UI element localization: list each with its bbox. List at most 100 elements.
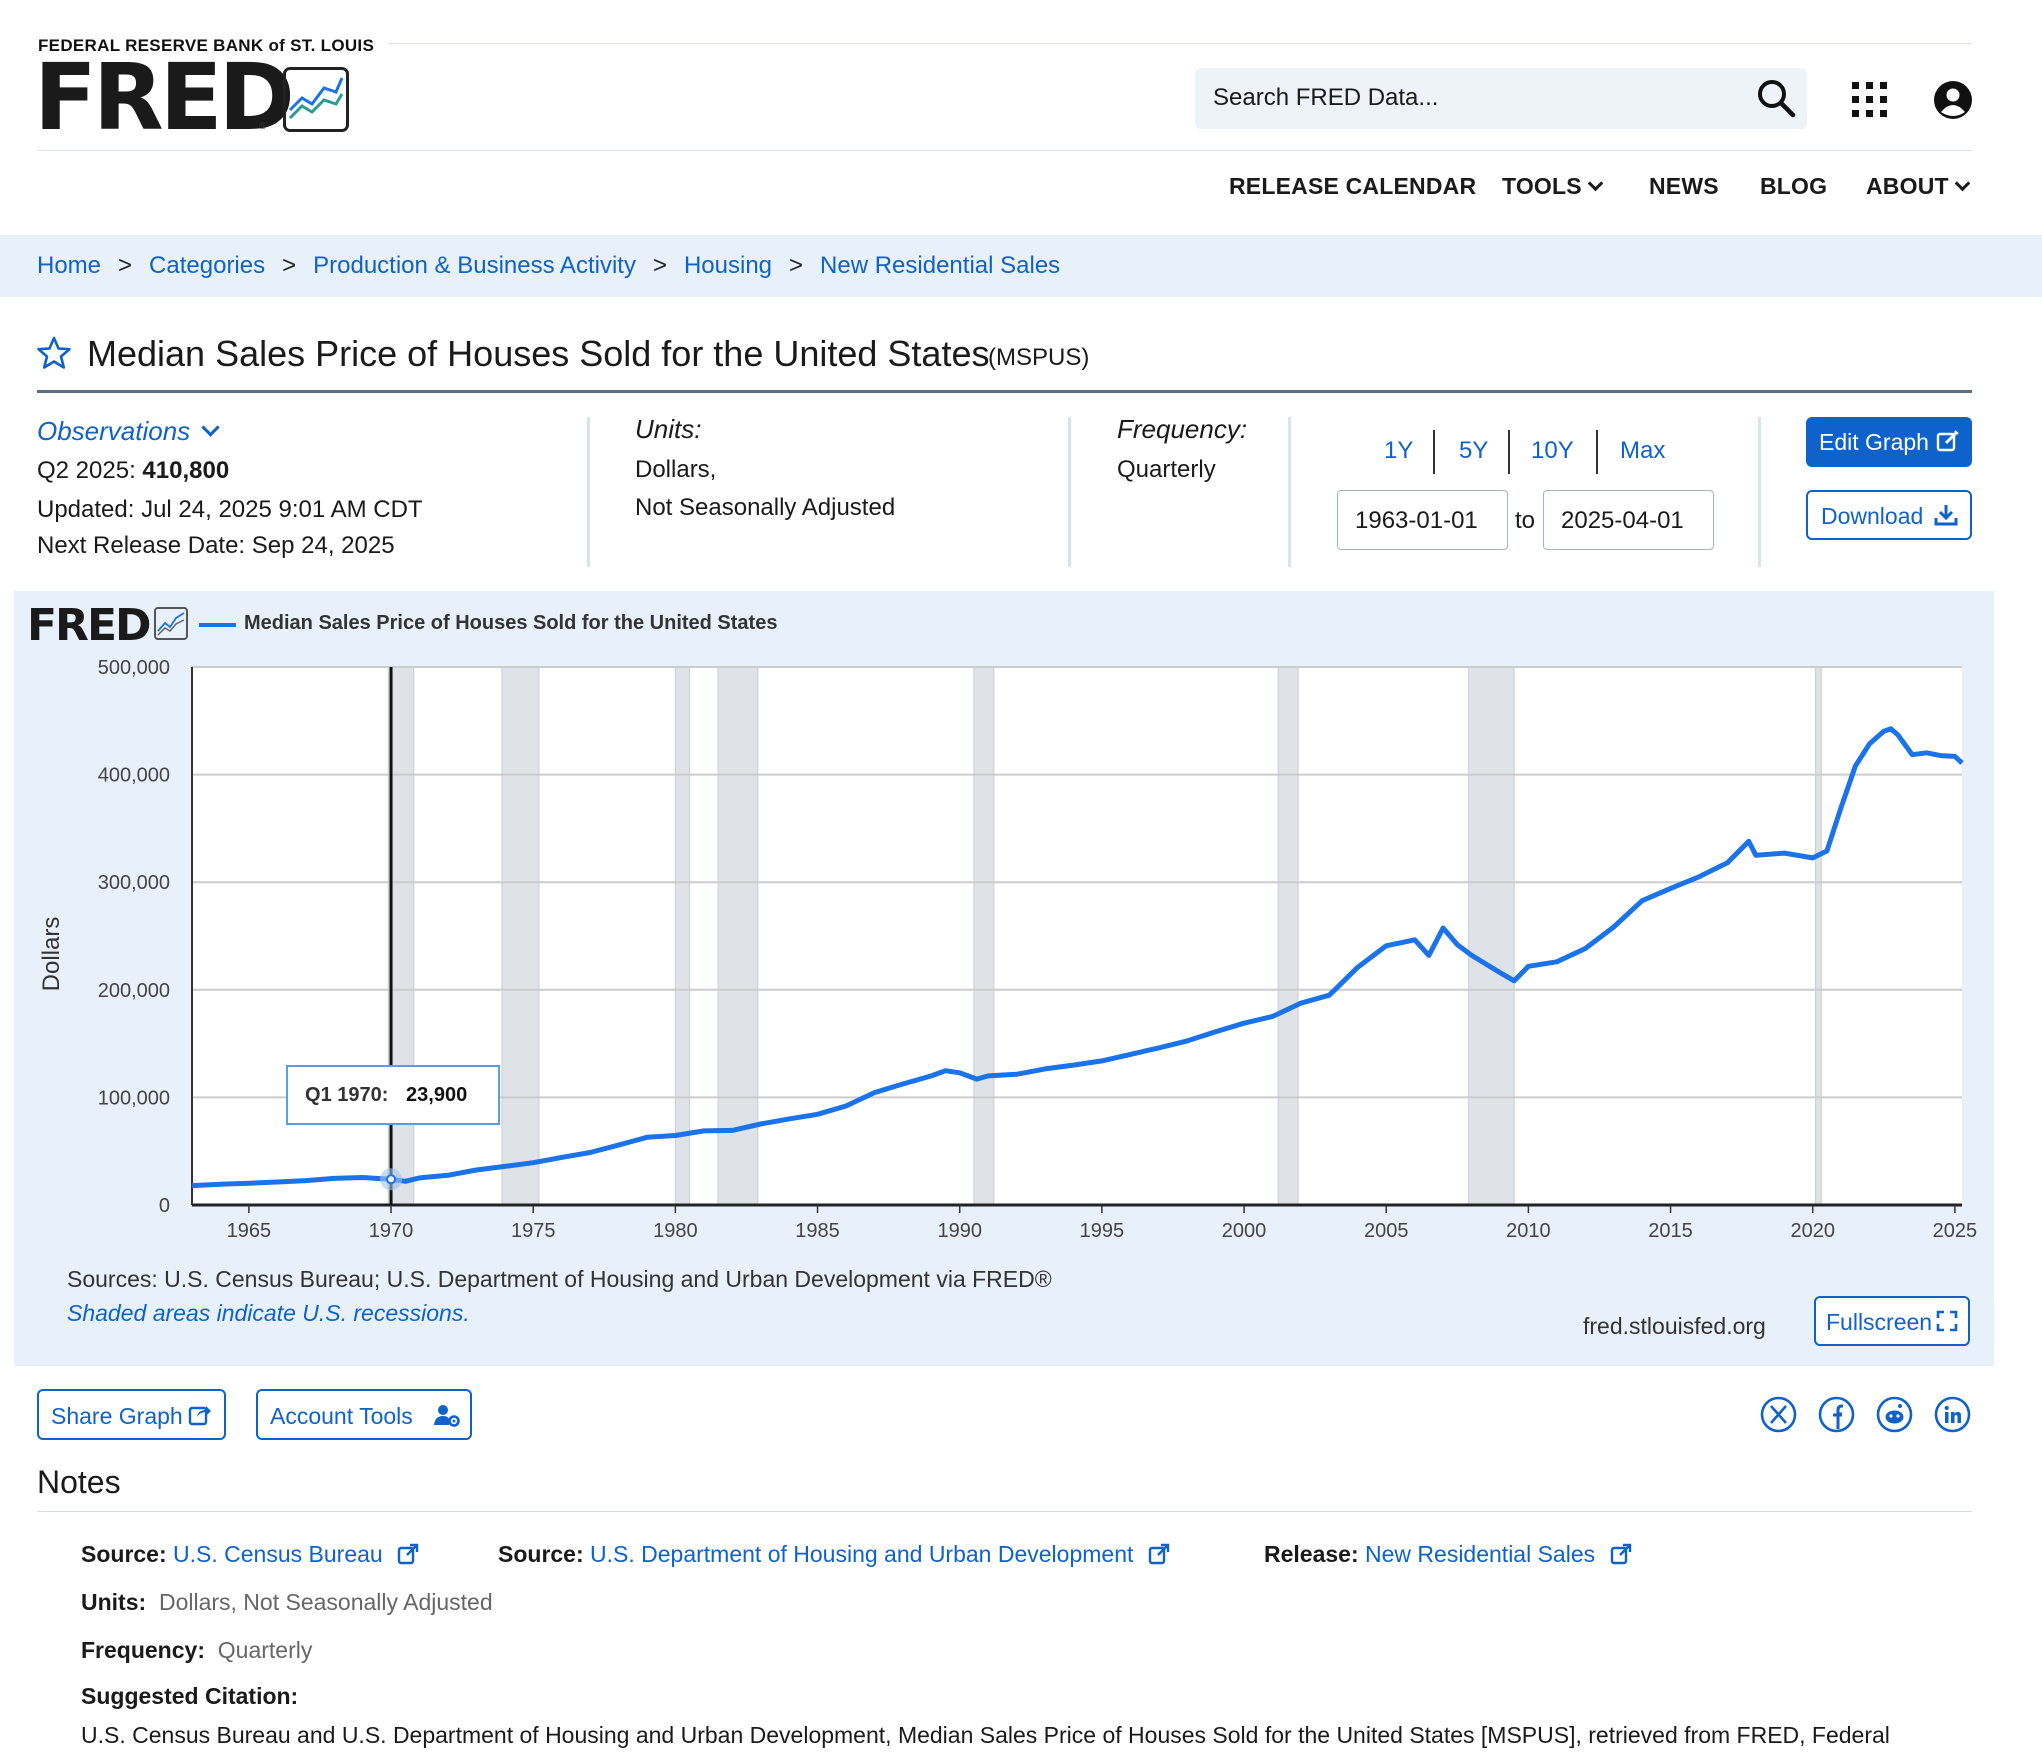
fullscreen-label: Fullscreen xyxy=(1826,1309,1933,1335)
linkedin-icon[interactable] xyxy=(1934,1396,1971,1433)
nav-about[interactable]: ABOUT xyxy=(1866,173,1971,200)
range-1y-button[interactable]: 1Y xyxy=(1384,437,1414,464)
y-tick-label: 300,000 xyxy=(98,872,170,894)
data-point xyxy=(976,1078,978,1080)
data-point xyxy=(447,1174,449,1176)
data-point xyxy=(1613,926,1615,928)
notes-divider xyxy=(37,1511,1972,1512)
fred-logo-chart-icon[interactable] xyxy=(283,67,349,132)
frequency-value: Quarterly xyxy=(1117,456,1216,483)
x-tick-label: 1980 xyxy=(653,1220,698,1242)
x-tick-label: 2015 xyxy=(1648,1220,1693,1242)
y-tick-label: 0 xyxy=(159,1195,170,1217)
facebook-icon[interactable] xyxy=(1818,1396,1855,1433)
data-point xyxy=(1072,1064,1074,1066)
data-point xyxy=(1442,927,1444,929)
note-source-hud: Source: U.S. Department of Housing and U… xyxy=(498,1541,1170,1568)
range-separator xyxy=(1508,430,1510,474)
user-account-icon[interactable] xyxy=(1933,80,1973,120)
tooltip-box xyxy=(286,1065,501,1125)
recession-note-link[interactable]: Shaded areas indicate U.S. recessions. xyxy=(67,1300,470,1326)
data-point xyxy=(1869,743,1871,745)
breadcrumb-production[interactable]: Production & Business Activity xyxy=(313,252,636,279)
legend-label: Median Sales Price of Houses Sold for th… xyxy=(244,612,778,634)
range-max-button[interactable]: Max xyxy=(1620,437,1666,464)
hud-source-link[interactable]: U.S. Department of Housing and Urban Dev… xyxy=(590,1541,1134,1567)
data-point xyxy=(1698,876,1700,878)
note-label: Frequency: xyxy=(81,1637,205,1663)
release-link[interactable]: New Residential Sales xyxy=(1365,1541,1596,1567)
fullscreen-button[interactable]: Fullscreen xyxy=(1814,1296,1970,1346)
apps-grid-icon[interactable] xyxy=(1850,80,1890,120)
data-point xyxy=(191,1185,193,1187)
share-graph-button[interactable]: Share Graph xyxy=(37,1389,226,1440)
data-point xyxy=(305,1180,307,1182)
data-point xyxy=(1755,854,1757,856)
reddit-icon[interactable] xyxy=(1876,1396,1913,1433)
data-point xyxy=(1812,857,1814,859)
breadcrumb-categories[interactable]: Categories xyxy=(149,252,266,279)
nav-divider xyxy=(37,150,1972,151)
data-point xyxy=(475,1169,477,1171)
recession-band xyxy=(1815,666,1822,1206)
observations-dropdown[interactable]: Observations xyxy=(37,416,220,447)
breadcrumb-bar xyxy=(0,235,2042,297)
end-date-input[interactable]: 2025-04-01 xyxy=(1543,490,1714,550)
breadcrumb-housing[interactable]: Housing xyxy=(683,252,773,279)
nav-tools[interactable]: TOOLS xyxy=(1502,173,1604,200)
range-10y-button[interactable]: 10Y xyxy=(1531,437,1574,464)
breadcrumb-home[interactable]: Home xyxy=(37,252,102,279)
y-tick-label: 500,000 xyxy=(98,657,170,679)
data-point xyxy=(902,1083,904,1085)
start-date-input[interactable]: 1963-01-01 xyxy=(1337,490,1508,550)
search-input[interactable]: Search FRED Data... xyxy=(1213,84,1439,111)
data-point xyxy=(1826,850,1828,852)
edit-graph-button[interactable]: Edit Graph xyxy=(1806,417,1972,467)
search-box[interactable] xyxy=(1195,68,1807,129)
note-units-value: Dollars, Not Seasonally Adjusted xyxy=(158,1589,493,1615)
x-tick-label: 1970 xyxy=(369,1220,414,1242)
fred-logo[interactable]: FRED xyxy=(34,44,295,151)
search-icon[interactable] xyxy=(1756,78,1796,118)
next-release-link[interactable]: Next Release Date: Sep 24, 2025 xyxy=(37,532,395,559)
data-point xyxy=(1556,961,1558,963)
data-point xyxy=(731,1129,733,1131)
data-point xyxy=(1215,1031,1217,1033)
x-tick-label: 2005 xyxy=(1364,1220,1409,1242)
x-twitter-icon[interactable] xyxy=(1760,1396,1797,1433)
user-settings-icon xyxy=(434,1403,460,1427)
share-icon xyxy=(188,1403,212,1427)
data-point xyxy=(1961,762,1963,764)
units-line2: Not Seasonally Adjusted xyxy=(635,494,896,521)
data-point xyxy=(817,1113,819,1115)
external-link-icon[interactable] xyxy=(1148,1543,1170,1565)
nav-release-calendar[interactable]: RELEASE CALENDAR xyxy=(1229,173,1477,199)
nav-tools-label: TOOLS xyxy=(1502,173,1582,199)
census-source-link[interactable]: U.S. Census Bureau xyxy=(173,1541,383,1567)
breadcrumb-new-residential-sales[interactable]: New Residential Sales xyxy=(820,252,1061,279)
favorite-star-icon[interactable] xyxy=(37,336,71,370)
frequency-label: Frequency: xyxy=(1117,414,1248,444)
data-point xyxy=(1584,947,1586,949)
nav-news[interactable]: NEWS xyxy=(1649,173,1719,199)
external-link-icon[interactable] xyxy=(397,1543,419,1565)
recession-band xyxy=(717,666,759,1206)
recession-band xyxy=(973,666,995,1206)
data-point xyxy=(760,1123,762,1125)
page-title: Median Sales Price of Houses Sold for th… xyxy=(87,333,990,374)
line-chart[interactable]: 0 100,000 200,000 300,000 400,000 500,000 196… xyxy=(0,0,2042,1300)
nav-blog[interactable]: BLOG xyxy=(1760,173,1828,199)
external-link-icon[interactable] xyxy=(1610,1543,1632,1565)
account-tools-button[interactable]: Account Tools xyxy=(256,1389,472,1440)
tooltip-value: 23,900 xyxy=(406,1084,467,1106)
note-label: Source: xyxy=(81,1541,167,1567)
data-point xyxy=(589,1151,591,1153)
hover-marker xyxy=(386,1174,397,1185)
data-point xyxy=(1513,980,1515,982)
data-point xyxy=(1854,765,1856,767)
meta-divider xyxy=(1758,417,1761,567)
data-point xyxy=(1101,1060,1103,1062)
download-button[interactable]: Download xyxy=(1806,490,1972,540)
note-label: Source: xyxy=(498,1541,584,1567)
range-5y-button[interactable]: 5Y xyxy=(1459,437,1489,464)
